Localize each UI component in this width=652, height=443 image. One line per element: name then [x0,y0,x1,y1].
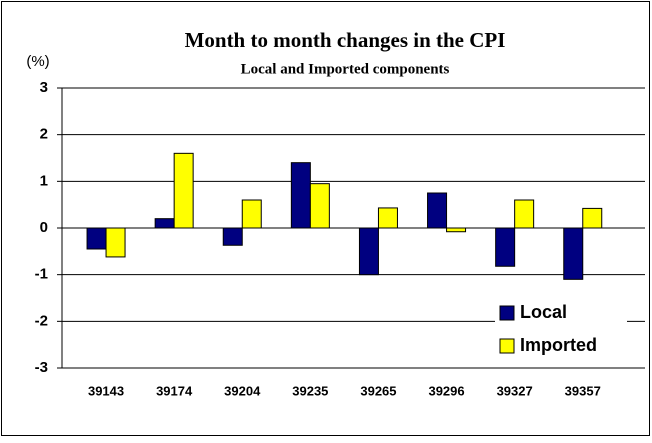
y-tick-label: 3 [40,79,48,96]
bar [446,227,467,233]
x-tick-label: 39296 [428,383,464,398]
bar [154,218,175,229]
bar [582,207,603,229]
legend-swatch [499,338,515,354]
x-tick-label: 39327 [497,383,533,398]
bar [495,227,516,267]
x-tick-label: 39265 [360,383,396,398]
y-tick-label: 1 [40,172,48,189]
legend-swatch [499,305,515,321]
y-tick-label: -3 [35,359,48,376]
x-tick-label: 39235 [292,383,328,398]
y-tick-label: -1 [35,266,48,283]
bar [222,227,243,246]
x-tick-label: 39143 [88,383,124,398]
bar [309,183,330,229]
bar [427,192,448,229]
y-tick-label: 2 [40,126,48,143]
bar [290,162,311,229]
x-tick-label: 39357 [565,383,601,398]
bar [105,227,126,258]
chart-subtitle: Local and Imported components [241,61,450,77]
legend-label: Local [520,302,567,322]
bar [358,227,379,276]
bar [514,199,535,229]
legend-label: Imported [520,335,597,355]
y-tick-label: -2 [35,312,48,329]
legend-box [495,298,627,362]
y-axis-label: (%) [26,53,49,70]
bar [86,227,107,250]
bar [563,227,584,280]
chart-title: Month to month changes in the CPI [185,28,506,52]
bar [173,152,194,229]
bar [377,207,398,229]
x-tick-label: 39204 [224,383,261,398]
y-tick-label: 0 [40,219,48,236]
x-tick-label: 39174 [156,383,193,398]
bar [241,199,262,229]
